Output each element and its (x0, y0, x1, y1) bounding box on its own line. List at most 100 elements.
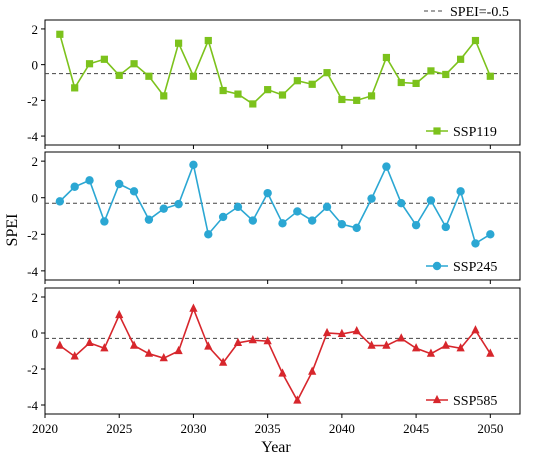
panel-ssp585: -4 -2 0 2 2020 2025 2030 2035 2040 2045 2050 SSP585 (27, 287, 521, 436)
data-point-ssp119 (486, 72, 494, 80)
series-line-ssp245 (59, 161, 491, 245)
x-tick-label: 2030 (180, 421, 206, 436)
data-point-ssp245 (441, 222, 450, 232)
plot-frame-ssp119 (44, 19, 521, 146)
data-point-ssp585 (233, 337, 243, 347)
data-point-ssp119 (71, 84, 79, 92)
y-tick-label-ssp245: 2 (32, 154, 39, 169)
data-point-ssp245 (85, 176, 94, 185)
data-point-ssp119 (293, 77, 301, 85)
data-point-ssp119 (264, 86, 272, 94)
panel-ssp119: -4 -2 0 2 SSP119 (27, 19, 521, 149)
x-tick-label: 2020 (32, 421, 58, 436)
data-point-ssp585 (456, 343, 465, 352)
panel-ssp245: -4 -2 0 2 SSP245 (27, 151, 521, 284)
data-point-ssp245 (426, 196, 436, 205)
data-point-ssp585 (352, 326, 361, 335)
data-point-ssp585 (441, 340, 450, 349)
data-point-ssp119 (382, 53, 391, 62)
data-point-ssp119 (353, 96, 361, 104)
data-point-ssp585 (308, 366, 317, 375)
y-tick-label-ssp119: 2 (32, 22, 39, 37)
data-point-ssp119 (85, 60, 94, 68)
data-point-ssp585 (85, 337, 94, 347)
legend-label-ssp585: SSP585 (453, 394, 497, 409)
data-point-ssp119 (278, 91, 287, 99)
plot-frame-ssp245 (44, 151, 521, 281)
data-point-ssp245 (189, 160, 198, 169)
data-point-ssp585 (159, 353, 168, 362)
data-point-ssp585 (411, 343, 421, 352)
data-point-ssp585 (218, 357, 228, 366)
legend-label-ssp119: SSP119 (453, 125, 497, 140)
data-point-ssp245 (352, 223, 361, 233)
data-point-ssp585 (486, 348, 495, 357)
data-point-ssp245 (307, 216, 317, 225)
data-point-ssp585 (426, 348, 436, 357)
data-point-ssp585 (70, 351, 79, 360)
data-point-ssp119 (427, 67, 435, 75)
data-point-ssp245 (233, 202, 243, 212)
data-point-ssp245 (159, 204, 168, 213)
data-point-ssp245 (204, 230, 213, 239)
data-point-ssp245 (263, 188, 272, 198)
data-point-ssp245 (248, 216, 258, 225)
data-point-ssp585 (129, 340, 139, 349)
data-point-ssp585 (367, 340, 376, 349)
data-point-ssp585 (397, 333, 406, 342)
legend-marker-ssp119 (433, 127, 441, 135)
data-point-ssp119 (338, 95, 346, 104)
legend-marker-ssp585 (432, 394, 442, 404)
data-point-ssp119 (397, 78, 405, 87)
y-tick-label-ssp245: -4 (27, 264, 38, 279)
x-tick-label: 2045 (403, 421, 429, 436)
data-point-ssp245 (471, 239, 480, 248)
y-tick-label-ssp245: 0 (32, 191, 39, 206)
data-point-ssp585 (471, 325, 480, 334)
data-point-ssp119 (189, 72, 198, 80)
data-point-ssp585 (382, 340, 391, 349)
y-tick-label-ssp585: 2 (32, 290, 39, 305)
data-point-ssp585 (189, 303, 198, 312)
data-point-ssp585 (204, 341, 213, 350)
data-point-ssp119 (130, 60, 138, 68)
data-point-ssp585 (293, 395, 302, 404)
reference-legend-label: SPEI=-0.5 (450, 5, 509, 20)
data-point-ssp245 (115, 179, 124, 189)
data-point-ssp585 (55, 340, 64, 349)
data-point-ssp245 (144, 215, 154, 224)
data-point-ssp245 (70, 182, 79, 191)
y-tick-label-ssp119: -2 (27, 93, 38, 108)
data-point-ssp119 (234, 90, 242, 98)
data-point-ssp245 (218, 212, 228, 222)
x-tick-label: 2025 (106, 421, 132, 436)
data-point-ssp585 (248, 335, 257, 344)
data-point-ssp585 (337, 328, 347, 338)
y-tick-label-ssp585: -4 (27, 398, 38, 413)
data-point-ssp119 (367, 92, 376, 100)
data-point-ssp119 (174, 39, 183, 47)
series-line-ssp585 (59, 306, 491, 403)
data-point-ssp245 (55, 197, 65, 206)
data-point-ssp119 (204, 36, 212, 45)
data-point-ssp245 (100, 217, 109, 226)
data-point-ssp585 (144, 348, 154, 357)
x-tick-label: 2035 (255, 421, 281, 436)
data-point-ssp119 (323, 69, 331, 77)
y-tick-label-ssp585: 0 (32, 326, 39, 341)
data-point-ssp119 (457, 55, 465, 63)
data-point-ssp119 (308, 80, 316, 88)
data-point-ssp119 (471, 36, 480, 45)
y-tick-label-ssp585: -2 (27, 362, 38, 377)
data-point-ssp585 (174, 345, 183, 355)
data-point-ssp119 (115, 71, 123, 79)
legend-marker-ssp245 (432, 261, 442, 271)
data-point-ssp119 (56, 30, 64, 38)
data-point-ssp245 (397, 199, 406, 208)
data-point-ssp119 (442, 70, 450, 79)
data-point-ssp245 (367, 194, 376, 203)
data-point-ssp245 (129, 187, 139, 196)
panels: -4 -2 0 2 SSP119 -4 -2 0 2 SSP245 -4 -2 0 2 2020 2025 20… (27, 19, 521, 436)
data-point-ssp119 (412, 79, 420, 87)
